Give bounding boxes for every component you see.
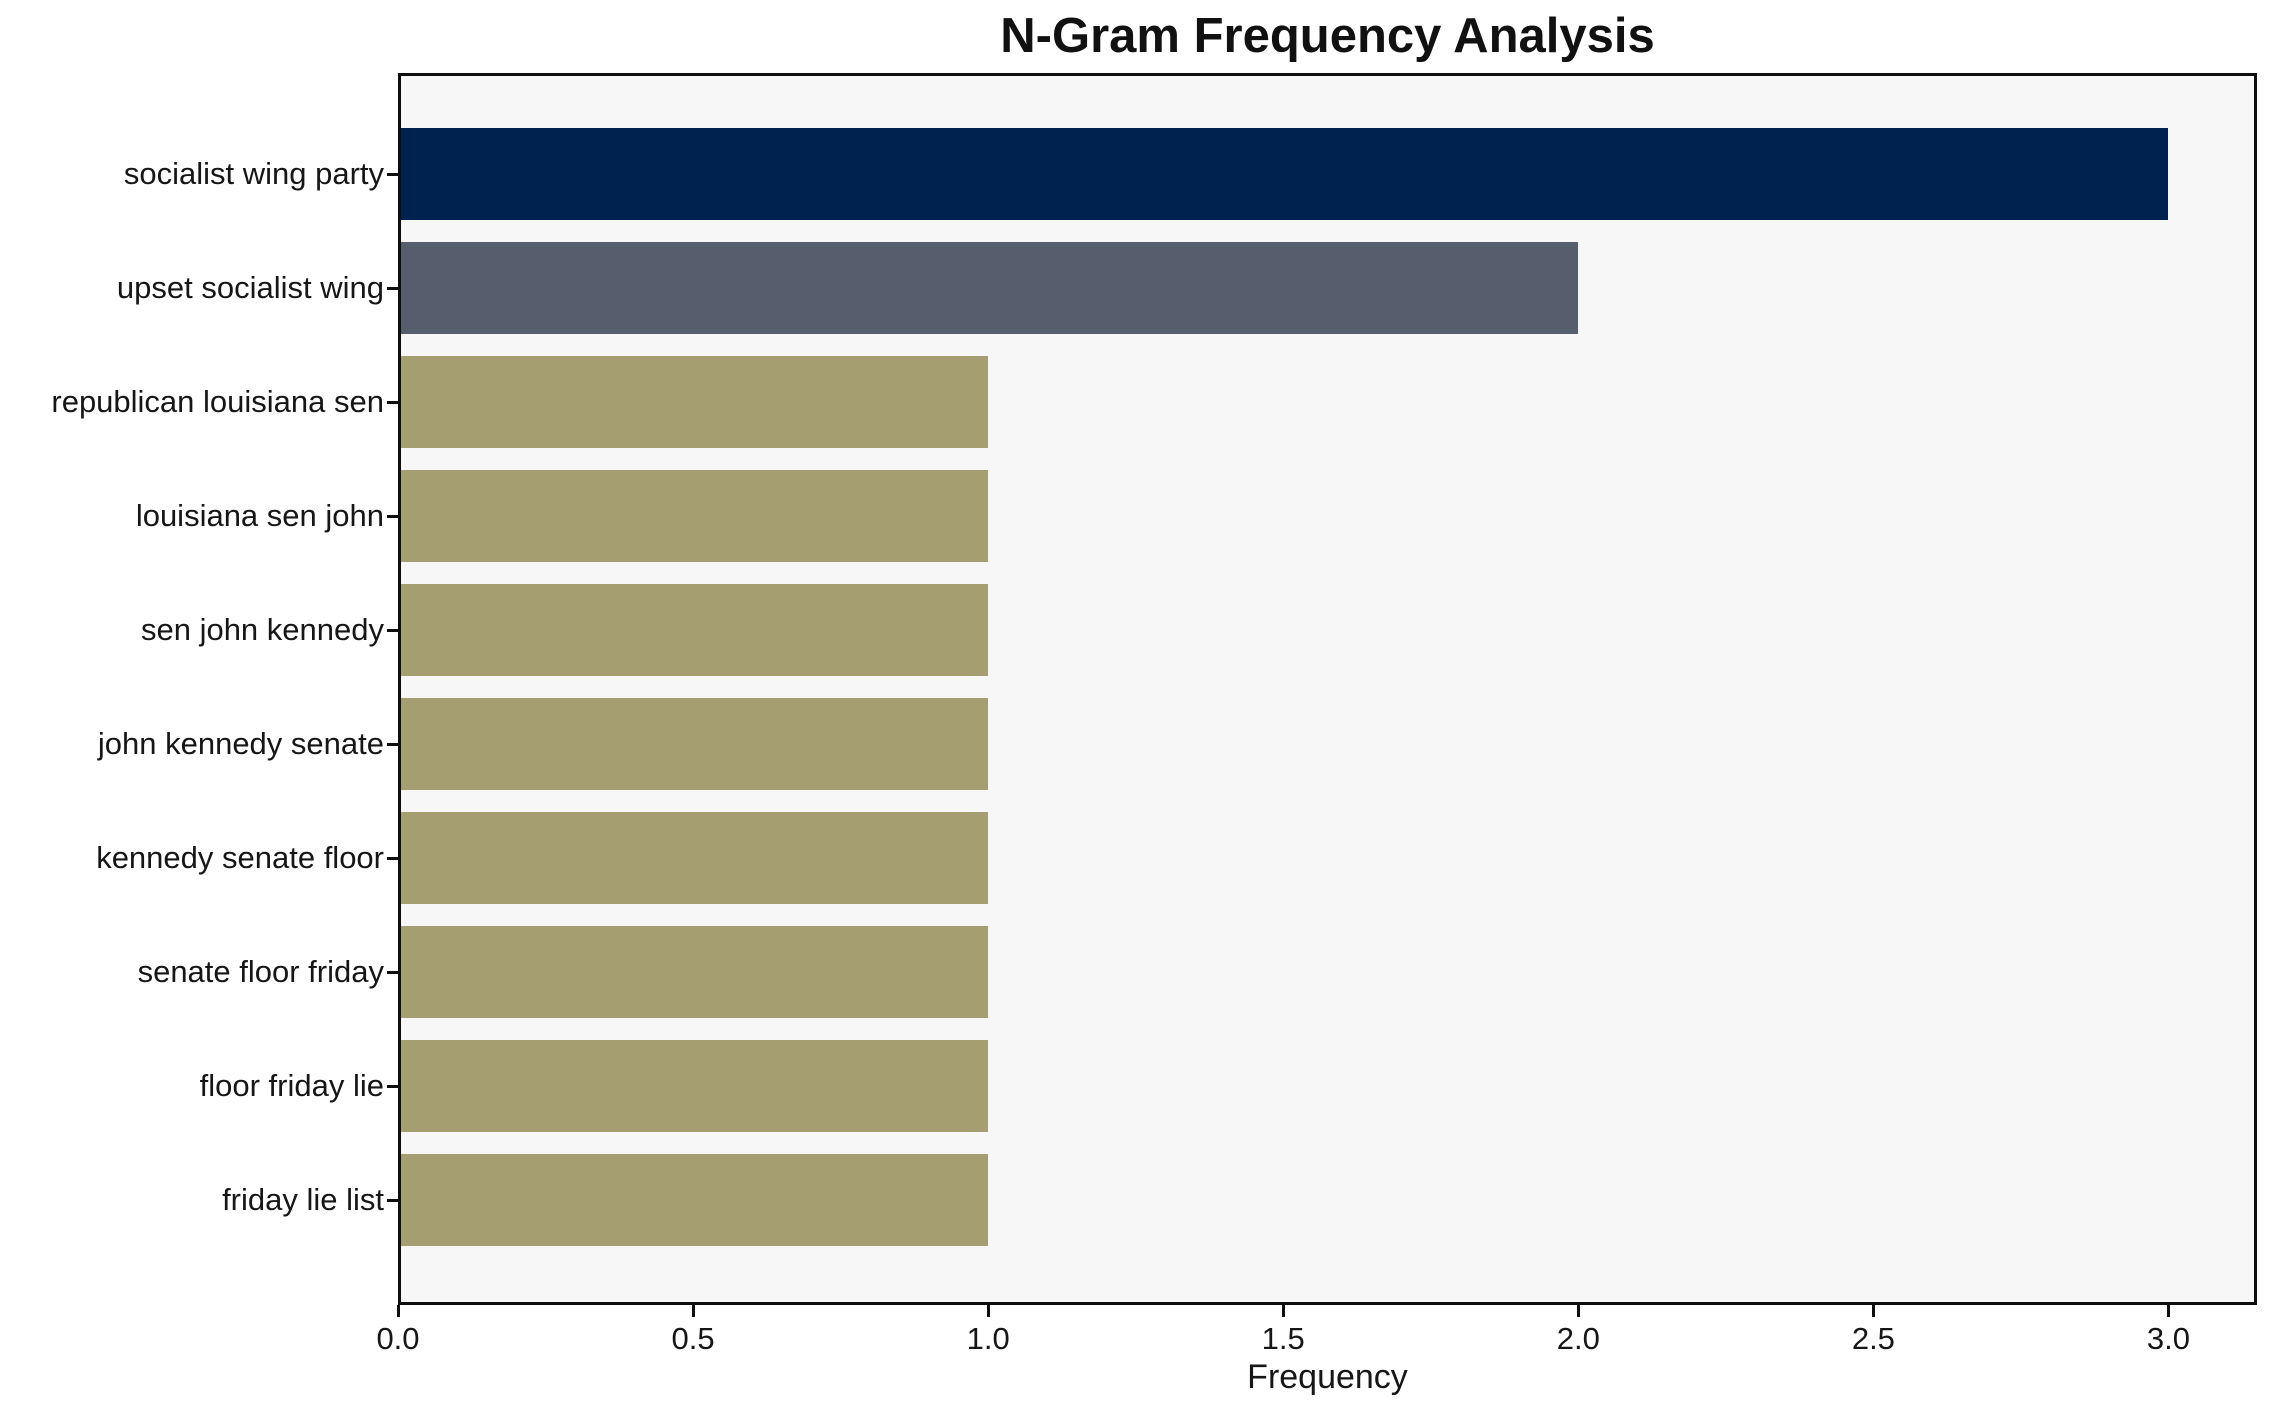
x-tick-label: 3.0	[2146, 1321, 2191, 1356]
y-tick-label: senate floor friday	[137, 954, 384, 989]
x-tick-label: 0.0	[376, 1321, 420, 1356]
x-tick-label: 1.5	[1261, 1321, 1305, 1356]
bar	[398, 584, 989, 676]
y-tick-label: socialist wing party	[123, 156, 384, 191]
y-tick-label: floor friday lie	[199, 1068, 384, 1103]
y-tick-mark	[387, 1084, 398, 1088]
y-tick-mark	[387, 742, 398, 746]
x-tick-mark	[2166, 1305, 2170, 1317]
bar	[398, 128, 2169, 220]
bar	[398, 1040, 989, 1132]
x-tick-label: 2.5	[1851, 1321, 1895, 1356]
y-tick-mark	[387, 286, 398, 290]
bar	[398, 356, 989, 448]
x-tick-label: 0.5	[671, 1321, 715, 1356]
y-tick-mark	[387, 514, 398, 518]
x-tick-mark	[986, 1305, 990, 1317]
y-tick-label: john kennedy senate	[97, 726, 384, 761]
x-axis-label: Frequency	[1247, 1358, 1408, 1396]
y-tick-label: kennedy senate floor	[96, 840, 384, 875]
y-tick-label: sen john kennedy	[140, 612, 384, 647]
x-tick-label: 1.0	[966, 1321, 1010, 1356]
y-tick-label: louisiana sen john	[135, 498, 384, 533]
chart-title: N-Gram Frequency Analysis	[1000, 9, 1655, 63]
bar	[398, 698, 989, 790]
y-tick-mark	[387, 172, 398, 176]
y-tick-mark	[387, 970, 398, 974]
x-tick-mark	[396, 1305, 400, 1317]
y-tick-label: republican louisiana sen	[51, 384, 384, 419]
x-tick-mark	[1871, 1305, 1875, 1317]
x-tick-mark	[1281, 1305, 1285, 1317]
bar	[398, 242, 1579, 334]
bar	[398, 812, 989, 904]
y-tick-label: upset socialist wing	[116, 270, 384, 305]
y-tick-mark	[387, 856, 398, 860]
x-tick-label: 2.0	[1556, 1321, 1600, 1356]
y-tick-mark	[387, 400, 398, 404]
y-tick-mark	[387, 628, 398, 632]
x-tick-mark	[1576, 1305, 1580, 1317]
bar	[398, 1154, 989, 1246]
x-tick-mark	[691, 1305, 695, 1317]
bars-layer	[398, 73, 2257, 1305]
bar	[398, 470, 989, 562]
y-tick-label: friday lie list	[222, 1182, 384, 1217]
bar	[398, 926, 989, 1018]
y-tick-mark	[387, 1198, 398, 1202]
